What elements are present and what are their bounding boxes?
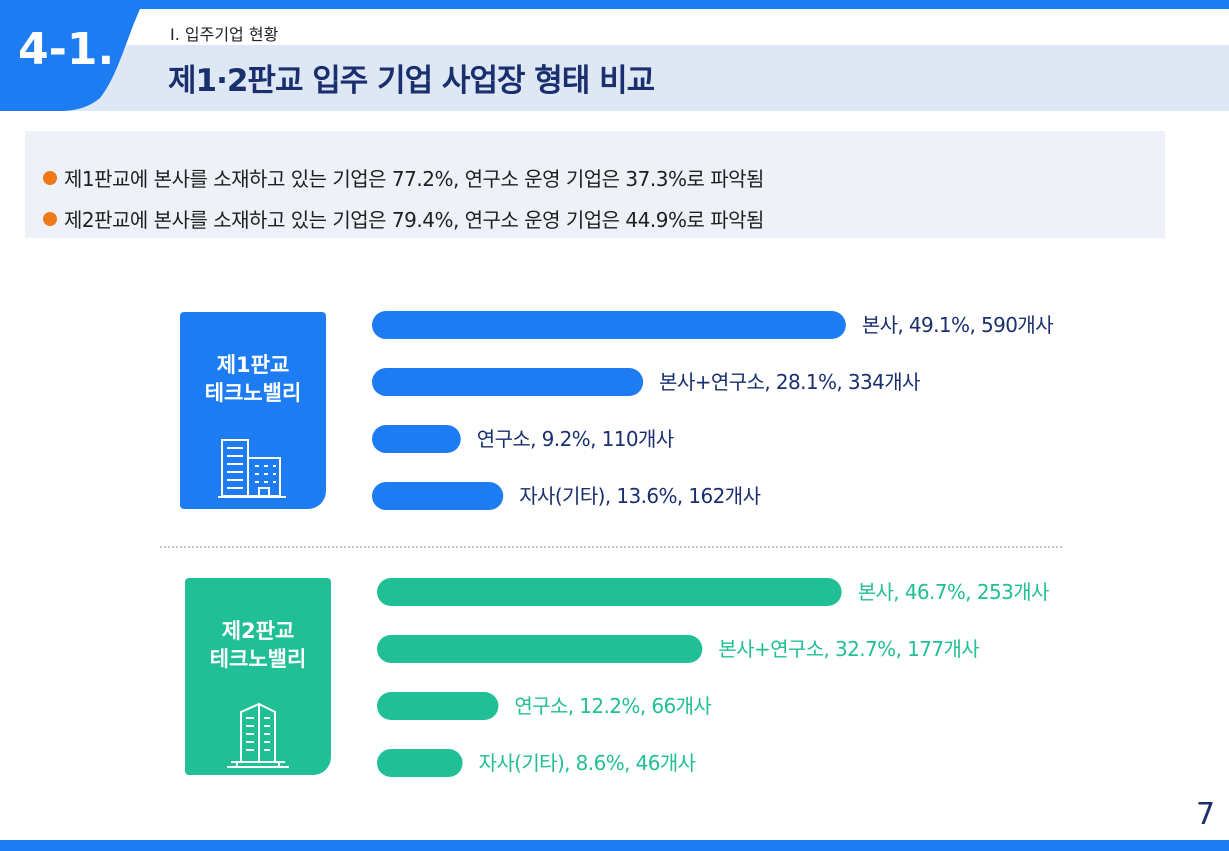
group-name-line2: 테크노밸리 (204, 381, 302, 405)
bar-label: 본사+연구소, 32.7%, 177개사 (718, 637, 979, 661)
bar-1-1 (372, 311, 846, 339)
summary-box: 제1판교에 본사를 소재하고 있는 기업은 77.2%, 연구소 운영 기업은 … (25, 131, 1165, 238)
bar-2-4 (377, 749, 463, 777)
bar-label: 연구소, 9.2%, 110개사 (477, 427, 674, 451)
page-number: 7 (1196, 797, 1216, 832)
group-card-pangyo2: 제2판교 테크노밸리 (185, 578, 331, 775)
group-name-line2: 테크노밸리 (209, 647, 307, 671)
group-name-line1: 제2판교 (221, 619, 295, 643)
bar-label: 본사, 46.7%, 253개사 (858, 580, 1049, 604)
summary-text: 제2판교에 본사를 소재하고 있는 기업은 79.4%, 연구소 운영 기업은 … (64, 208, 764, 232)
group-divider (160, 546, 1062, 548)
bar-1-2 (372, 368, 644, 396)
bar-1-4 (372, 482, 504, 510)
group-name-line1: 제1판교 (216, 353, 290, 377)
header-band (0, 45, 1229, 111)
bar-2-1 (377, 578, 842, 606)
bullet-dot-icon (43, 211, 57, 226)
apartment-building-icon (227, 702, 289, 768)
summary-item: 제2판교에 본사를 소재하고 있는 기업은 79.4%, 연구소 운영 기업은 … (43, 204, 764, 233)
bar-1-3 (372, 425, 461, 453)
summary-item: 제1판교에 본사를 소재하고 있는 기업은 77.2%, 연구소 운영 기업은 … (43, 163, 764, 192)
bullet-dot-icon (43, 170, 57, 185)
bottom-accent-line (0, 840, 1229, 851)
bar-label: 자사(기타), 13.6%, 162개사 (519, 484, 760, 508)
summary-text: 제1판교에 본사를 소재하고 있는 기업은 77.2%, 연구소 운영 기업은 … (64, 167, 764, 191)
group-card-pangyo1: 제1판교 테크노밸리 (180, 312, 326, 509)
bar-label: 자사(기타), 8.6%, 46개사 (479, 751, 696, 775)
section-number: 4-1. (18, 24, 115, 75)
office-building-icon (218, 439, 286, 498)
bar-2-3 (377, 692, 499, 720)
bar-label: 연구소, 12.2%, 66개사 (514, 694, 711, 718)
top-accent-line (0, 0, 1229, 9)
section-number-shape (0, 9, 140, 111)
page-title: 제1·2판교 입주 기업 사업장 형태 비교 (168, 63, 655, 99)
breadcrumb: I. 입주기업 현황 (170, 25, 279, 44)
bar-2-2 (377, 635, 703, 663)
bar-label: 본사+연구소, 28.1%, 334개사 (659, 370, 920, 394)
bar-label: 본사, 49.1%, 590개사 (862, 313, 1053, 337)
